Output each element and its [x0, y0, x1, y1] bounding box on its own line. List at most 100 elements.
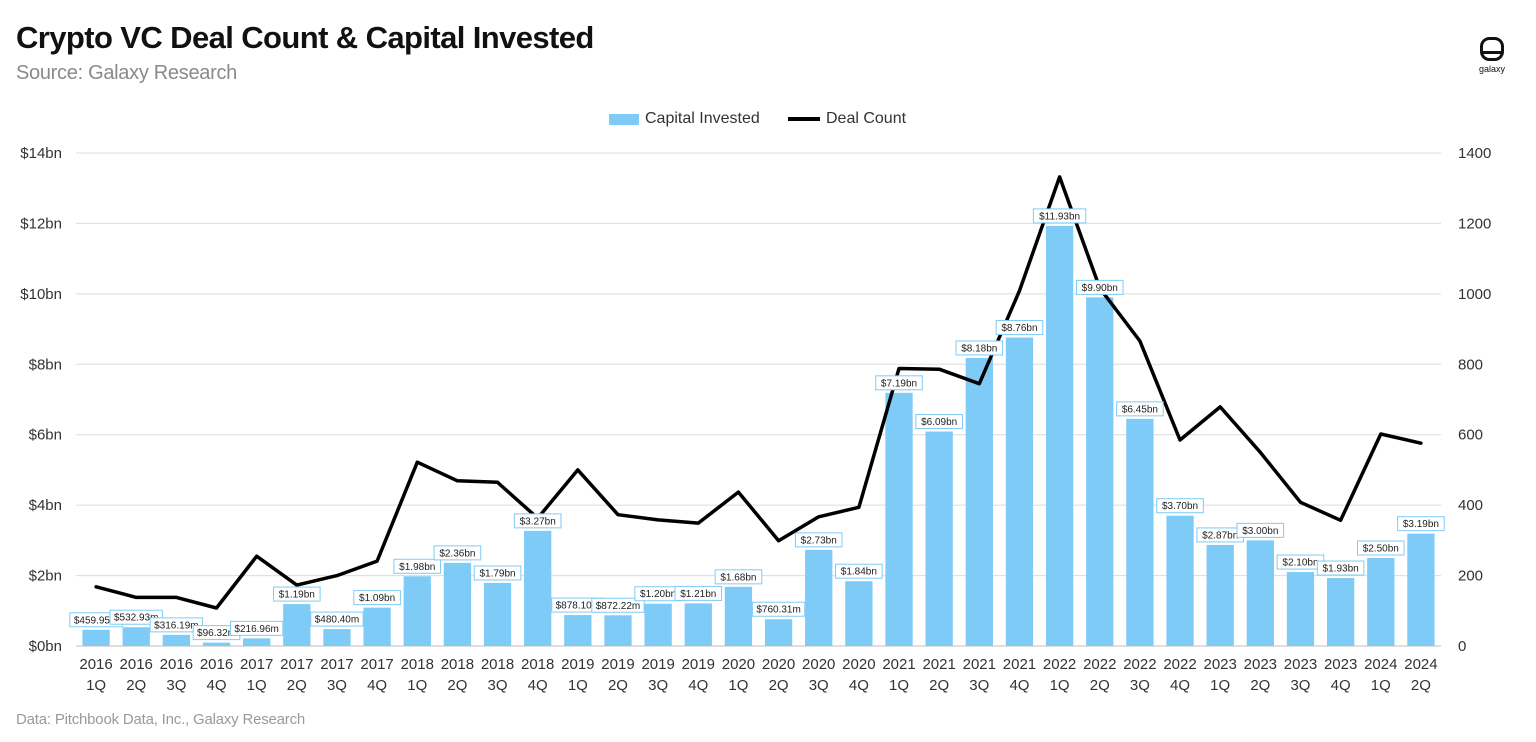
- deal-count-point: [977, 382, 981, 386]
- bar: [885, 392, 913, 646]
- bar: [925, 431, 953, 646]
- x-tick-label-quarter: 2Q: [929, 677, 949, 694]
- x-tick-label-year: 2016: [200, 656, 233, 673]
- bars: [82, 225, 1435, 647]
- x-tick-label-year: 2016: [160, 656, 193, 673]
- x-tick-label-year: 2022: [1043, 656, 1076, 673]
- x-tick-label-year: 2024: [1404, 656, 1437, 673]
- y-right-tick-label: 600: [1458, 427, 1483, 444]
- y-right-tick-label: 1000: [1458, 286, 1491, 303]
- x-tick-label-year: 2016: [79, 656, 112, 673]
- data-label-box: [835, 563, 883, 579]
- data-label-box: [995, 320, 1044, 336]
- deal-count-point: [1419, 441, 1423, 445]
- bar: [1326, 578, 1355, 646]
- x-tick-label-year: 2020: [802, 656, 835, 673]
- bar: [724, 586, 753, 646]
- data-label: $8.76bn: [1001, 323, 1037, 334]
- bar: [684, 603, 712, 646]
- x-tick-label-year: 2023: [1324, 656, 1357, 673]
- bar: [644, 603, 672, 646]
- deal-count-point: [174, 595, 178, 599]
- bar: [1086, 297, 1114, 646]
- data-label-box: [1156, 498, 1204, 514]
- data-label-box: [1316, 560, 1365, 576]
- x-tick-label-year: 2023: [1204, 656, 1237, 673]
- bar: [483, 582, 512, 646]
- data-label: $7.19bn: [881, 378, 917, 389]
- deal-count-point: [1339, 518, 1343, 522]
- data-label-box: [1032, 208, 1087, 224]
- data-label-box: [674, 585, 723, 601]
- data-label-box: [1236, 522, 1285, 538]
- deal-count-point: [1138, 339, 1142, 343]
- data-label: $6.45bn: [1122, 404, 1158, 415]
- bar: [122, 627, 150, 646]
- deal-count-point: [696, 521, 700, 525]
- y-right-tick-label: 0: [1458, 638, 1466, 655]
- x-tick-label-quarter: 1Q: [889, 677, 909, 694]
- x-tick-label-year: 2018: [401, 656, 434, 673]
- bar: [764, 619, 793, 646]
- x-tick-label-quarter: 3Q: [1130, 677, 1150, 694]
- x-tick-label-year: 2019: [682, 656, 715, 673]
- x-tick-label-year: 2019: [641, 656, 674, 673]
- y-right-tick-label: 200: [1458, 568, 1483, 585]
- bar: [1367, 557, 1395, 646]
- x-tick-label-year: 2021: [922, 656, 955, 673]
- x-tick-label-quarter: 1Q: [407, 677, 427, 694]
- chart-legend: Capital Invested Deal Count: [0, 110, 1536, 132]
- deal-count-point: [817, 515, 821, 519]
- data-label: $459.95m: [74, 615, 118, 626]
- galaxy-logo-text: galaxy: [1478, 64, 1505, 74]
- combo-chart: $0bn 0 $2bn 200 $4bn 400 $6bn 600 $8bn 800 $10bn 10…: [20, 145, 1491, 694]
- data-label-box: [875, 375, 923, 391]
- x-tick-label-year: 2021: [963, 656, 996, 673]
- bar: [1407, 533, 1435, 646]
- x-tick-label-quarter: 3Q: [648, 677, 668, 694]
- bar: [363, 607, 391, 646]
- data-label: $8.18bn: [961, 343, 997, 354]
- deal-count-point: [576, 468, 580, 472]
- bar: [403, 576, 431, 646]
- data-label-box: [149, 617, 204, 633]
- data-label-box: [955, 340, 1004, 356]
- x-tick-label-year: 2022: [1163, 656, 1196, 673]
- data-label-box: [1356, 540, 1405, 556]
- bar: [1045, 225, 1074, 647]
- x-tick-label-quarter: 3Q: [1290, 677, 1310, 694]
- data-label: $1.09bn: [359, 593, 395, 604]
- x-tick-label-quarter: 1Q: [1210, 677, 1230, 694]
- data-label: $1.93bn: [1323, 564, 1359, 575]
- deal-count-point: [375, 559, 379, 563]
- data-label: $1.68bn: [720, 572, 756, 583]
- deal-count-point: [857, 505, 861, 509]
- data-labels: $459.95m$532.93m$316.19m$96.32m$216.96m $…: [69, 208, 1445, 641]
- bar: [1206, 544, 1234, 646]
- data-label-box: [229, 620, 284, 636]
- data-label-box: [473, 565, 522, 581]
- x-tick-label-year: 2019: [601, 656, 634, 673]
- deal-count-point: [215, 606, 219, 610]
- bar: [162, 634, 191, 646]
- chart-subtitle: Source: Galaxy Research: [16, 62, 237, 84]
- x-tick-label-quarter: 1Q: [568, 677, 588, 694]
- data-label-box: [794, 532, 843, 548]
- y-left-tick-label: $0bn: [29, 638, 62, 655]
- deal-count-point: [335, 574, 339, 578]
- deal-count-point: [1258, 450, 1262, 454]
- x-tick-label-year: 2017: [280, 656, 313, 673]
- x-tick-label-quarter: 4Q: [1009, 677, 1029, 694]
- x-tick-label-quarter: 2Q: [608, 677, 628, 694]
- x-tick-label-quarter: 4Q: [849, 677, 869, 694]
- data-label: $3.00bn: [1242, 526, 1278, 537]
- deal-count-point: [415, 460, 419, 464]
- x-tick-label-quarter: 1Q: [86, 677, 106, 694]
- legend-item-deal-count: Deal Count: [788, 110, 906, 128]
- y-right-tick-label: 1200: [1458, 215, 1491, 232]
- x-tick-label-quarter: 3Q: [809, 677, 829, 694]
- data-label: $532.93m: [114, 613, 158, 624]
- bar: [1286, 572, 1315, 646]
- x-tick-label-quarter: 1Q: [247, 677, 267, 694]
- deal-count-point: [134, 595, 138, 599]
